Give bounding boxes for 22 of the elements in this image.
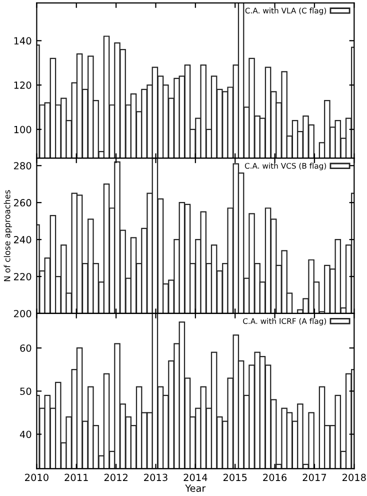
y-tick-label: 200: [14, 310, 32, 318]
x-tick-label: 2018: [342, 474, 366, 482]
x-tick-label: 2017: [302, 474, 326, 482]
x-tick-label: 2016: [263, 474, 287, 482]
y-tick-label: 120: [14, 82, 32, 89]
x-tick-label: 2012: [104, 474, 128, 482]
y-tick-label: 260: [14, 199, 32, 206]
y-tick-label: 240: [14, 236, 32, 244]
x-tick-label: 2011: [64, 474, 88, 482]
y-tick-label: 280: [14, 162, 32, 170]
x-tick-label: 2010: [25, 474, 48, 482]
x-axis-title: Year: [185, 484, 206, 492]
x-tick-label: 2014: [184, 474, 208, 482]
y-tick-label: 50: [20, 388, 32, 395]
y-tick-label: 140: [14, 37, 32, 45]
y-axis-title: N of close approaches: [4, 190, 12, 282]
x-tick-label: 2015: [223, 474, 247, 482]
y-tick-label: 100: [14, 126, 32, 134]
y-tick-label: 40: [20, 430, 32, 438]
x-tick-label: 2013: [144, 474, 168, 482]
y-tick-label: 220: [14, 272, 32, 280]
y-tick-label: 60: [20, 344, 32, 352]
